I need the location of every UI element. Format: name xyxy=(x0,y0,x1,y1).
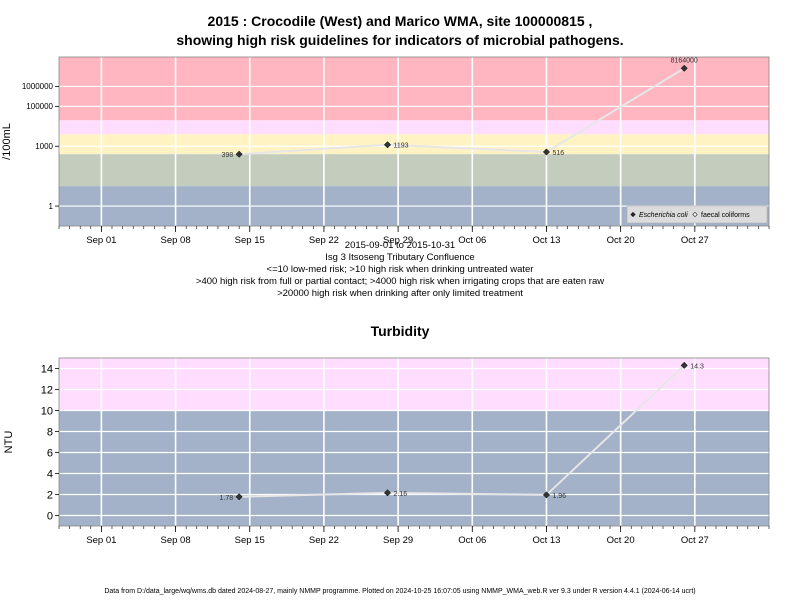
p2-x-tick-label: Sep 22 xyxy=(309,535,339,546)
p2-y-tick-label: 10 xyxy=(41,405,53,417)
p1-plot-frame xyxy=(58,56,770,227)
p2-y-axis-label: NTU xyxy=(3,431,15,454)
p1-legend-marker xyxy=(630,211,636,218)
p1-data-point xyxy=(542,148,551,156)
p2-x-tick-label: Oct 06 xyxy=(458,535,486,546)
p2-data-label: 1.96 xyxy=(552,493,566,500)
p2-y-tick-label: 2 xyxy=(47,489,53,501)
p1-data-label: 8164000 xyxy=(671,57,698,64)
p2-series-line xyxy=(239,364,685,498)
p1-y-tick-label: 1000000 xyxy=(22,82,54,91)
p1-x-tick-label: Oct 06 xyxy=(458,235,486,246)
p2-y-tick-label: 8 xyxy=(47,426,53,438)
p2-x-tick-label: Oct 13 xyxy=(532,535,560,546)
p2-x-tick-label: Sep 15 xyxy=(235,535,265,546)
caption-date-range: 2015-09-01 to 2015-10-31 xyxy=(344,240,456,251)
chart-title-line-2: showing high risk guidelines for indicat… xyxy=(176,32,624,48)
p1-y-axis-label: /100mL xyxy=(1,123,13,160)
p1-data-label: 1193 xyxy=(394,143,409,150)
p1-legend-label: faecal coliforms xyxy=(701,212,750,219)
p2-data-point xyxy=(542,491,551,499)
p1-x-tick-label: Sep 08 xyxy=(161,235,191,246)
p2-risk-band-1 xyxy=(59,410,769,526)
p2-data-label: 2.16 xyxy=(394,491,408,498)
p1-data-point xyxy=(235,150,243,158)
p2-y-tick-label: 14 xyxy=(41,363,53,375)
p1-x-tick-label: Sep 15 xyxy=(235,235,265,246)
p2-data-point xyxy=(235,493,243,501)
caption-guideline-contact: >400 high risk from full or partial cont… xyxy=(195,276,605,287)
footer-note: Data from D:/data_large/wq/wms.db dated … xyxy=(104,588,696,595)
p1-risk-band-1 xyxy=(59,120,769,135)
p1-y-tick-label: 100000 xyxy=(26,102,53,111)
p2-x-tick-label: Sep 01 xyxy=(86,535,116,546)
p1-x-tick-label: Oct 13 xyxy=(532,235,560,246)
p2-plot-frame xyxy=(58,357,770,527)
caption-site-name: Isg 3 Itsoseng Tributary Confluence xyxy=(325,252,475,263)
chart-title-line-1: 2015 : Crocodile (West) and Marico WMA, … xyxy=(207,13,593,29)
p2-x-tick-label: Sep 29 xyxy=(383,535,413,546)
caption-guideline-treatment: >20000 high risk when drinking after onl… xyxy=(277,288,523,299)
p1-y-tick-label: 1 xyxy=(49,202,54,211)
p1-legend-marker xyxy=(692,211,698,218)
p1-data-label: 516 xyxy=(552,150,564,157)
p1-x-tick-label: Oct 27 xyxy=(681,235,709,246)
p2-data-label: 1.78 xyxy=(220,495,234,502)
p2-x-tick-label: Oct 20 xyxy=(607,535,635,546)
p1-data-point xyxy=(383,141,392,149)
p2-data-label: 14.3 xyxy=(690,363,704,370)
p1-risk-band-2 xyxy=(59,134,769,155)
p2-risk-band-0 xyxy=(59,358,769,411)
p2-x-tick-label: Oct 27 xyxy=(681,535,709,546)
p1-x-tick-label: Sep 01 xyxy=(86,235,116,246)
p2-y-tick-label: 4 xyxy=(47,468,53,480)
p1-risk-band-3 xyxy=(59,154,769,187)
p2-data-point xyxy=(383,489,392,497)
p1-series-line xyxy=(239,67,685,156)
turbidity-chart-title: Turbidity xyxy=(370,323,430,339)
p1-data-point xyxy=(680,64,688,72)
caption-guideline-drinking: <=10 low-med risk; >10 high risk when dr… xyxy=(266,264,534,275)
p2-y-tick-label: 12 xyxy=(41,384,53,396)
p1-x-tick-label: Sep 22 xyxy=(309,235,339,246)
p1-x-tick-label: Oct 20 xyxy=(607,235,635,246)
p1-y-tick-label: 1000 xyxy=(35,142,53,151)
p1-legend-label: Escherichia coli xyxy=(639,212,688,219)
p2-x-tick-label: Sep 08 xyxy=(161,535,191,546)
p1-x-tick-label: Sep 29 xyxy=(383,235,413,246)
p1-risk-band-0 xyxy=(59,57,769,121)
p2-data-point xyxy=(680,361,688,369)
p2-y-tick-label: 6 xyxy=(47,447,53,459)
p2-y-tick-label: 0 xyxy=(47,510,53,522)
p1-data-label: 398 xyxy=(221,152,233,159)
